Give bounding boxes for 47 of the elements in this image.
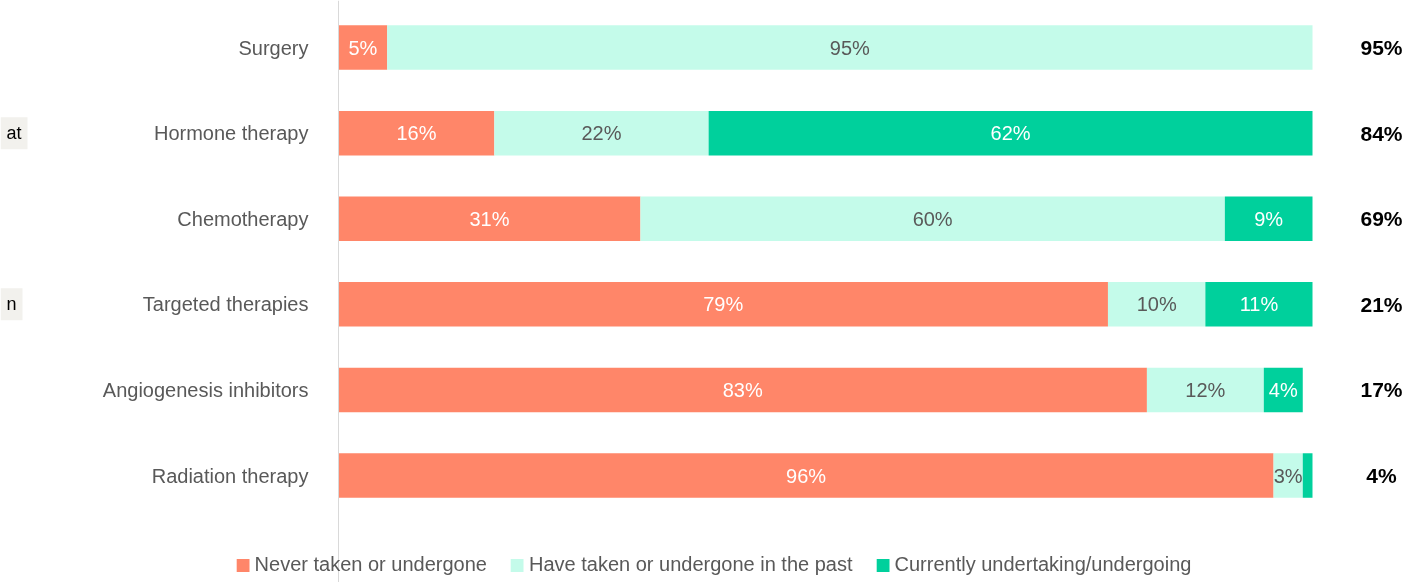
bar xyxy=(338,196,641,241)
data-label: 9% xyxy=(1254,207,1284,230)
data-label: 3% xyxy=(1273,464,1303,487)
legend-label: Never taken or undergone xyxy=(254,553,487,576)
bar xyxy=(338,282,1108,327)
data-label: 31% xyxy=(469,207,510,230)
bar xyxy=(708,110,1313,156)
y-tick-label: Targeted therapies xyxy=(142,293,309,316)
data-label: 96% xyxy=(786,464,827,487)
bar xyxy=(387,25,1313,70)
data-label: 4% xyxy=(1268,378,1298,401)
bar xyxy=(640,196,1225,241)
data-label: 95% xyxy=(829,36,871,59)
bar xyxy=(1107,282,1206,327)
bar xyxy=(494,110,709,156)
data-label: 5% xyxy=(348,36,378,59)
text: 21% xyxy=(1360,292,1403,316)
data-label: 10% xyxy=(1136,293,1177,316)
y-tick-label: Radiation therapy xyxy=(151,464,309,487)
data-label: 62% xyxy=(990,122,1031,145)
text: 84% xyxy=(1360,121,1403,145)
bar xyxy=(338,453,1274,498)
data-label: 83% xyxy=(722,378,763,401)
data-label: 22% xyxy=(581,122,622,145)
data-label: 79% xyxy=(703,293,744,316)
bar xyxy=(338,110,495,156)
y-tick-label: Chemotherapy xyxy=(177,207,309,230)
text: at xyxy=(6,123,22,144)
data-label: 11% xyxy=(1239,293,1279,316)
bar xyxy=(1146,367,1264,413)
y-tick-label: Angiogenesis inhibitors xyxy=(102,378,309,401)
text: 17% xyxy=(1360,378,1403,402)
y-tick-label: Hormone therapy xyxy=(153,122,309,145)
text: 69% xyxy=(1360,207,1403,231)
data-label: 60% xyxy=(912,207,953,230)
y-tick-label: Surgery xyxy=(238,36,309,59)
data-label: 16% xyxy=(396,122,437,145)
data-label: 12% xyxy=(1185,378,1226,401)
bar xyxy=(1302,453,1313,498)
bar xyxy=(1224,196,1313,241)
legend-label: Have taken or undergone in the past xyxy=(528,553,853,576)
legend-label: Currently undertaking/undergoing xyxy=(894,553,1192,576)
text: 4% xyxy=(1366,464,1397,488)
bar xyxy=(1205,282,1313,327)
text: n xyxy=(6,294,17,315)
bar xyxy=(338,367,1147,413)
text: 95% xyxy=(1360,36,1403,60)
